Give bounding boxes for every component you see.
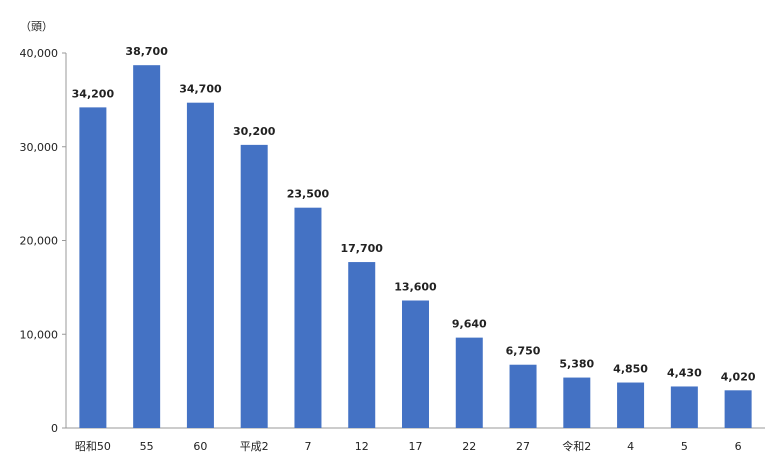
x-tick-label: 12 [355, 440, 369, 453]
data-labels-group: 34,200 38,700 34,700 30,200 23,500 17,700 13,6… [72, 45, 756, 383]
data-label: 4,020 [721, 370, 756, 383]
data-label: 38,700 [125, 45, 168, 58]
bar [509, 364, 537, 428]
data-label: 13,600 [394, 281, 437, 294]
x-tick-label: 6 [735, 440, 742, 453]
data-label: 4,430 [667, 366, 702, 379]
x-tick-label: 27 [516, 440, 530, 453]
y-axis-ticks: 0 10,000 20,000 30,000 40,000 [20, 47, 66, 435]
y-axis-unit-label: （頭） [20, 20, 53, 33]
x-tick-label: 17 [409, 440, 423, 453]
y-tick-label: 40,000 [20, 47, 59, 60]
data-label: 5,380 [559, 358, 594, 371]
x-tick-label: 5 [681, 440, 688, 453]
data-label: 23,500 [287, 188, 330, 201]
x-tick-label: 55 [140, 440, 154, 453]
bar [563, 377, 591, 428]
bar [240, 144, 268, 428]
bar [724, 390, 752, 428]
x-tick-label: 22 [462, 440, 476, 453]
y-tick-label: 20,000 [20, 235, 59, 248]
y-tick-label: 10,000 [20, 328, 59, 341]
bar [402, 300, 429, 428]
bars-group [79, 65, 752, 428]
bar [670, 386, 698, 428]
data-label: 34,700 [179, 83, 222, 96]
data-label: 4,850 [613, 363, 648, 376]
x-axis-ticks: 昭和50 55 60 平成2 7 12 17 22 27 令和2 4 5 6 [75, 439, 742, 453]
x-tick-label: 平成2 [240, 440, 269, 453]
bar [294, 207, 322, 428]
x-tick-label: 4 [627, 440, 634, 453]
x-tick-label: 昭和50 [75, 440, 111, 453]
x-tick-label: 令和2 [562, 439, 591, 453]
bar [133, 65, 161, 428]
y-tick-label: 30,000 [20, 141, 59, 154]
data-label: 6,750 [506, 345, 541, 358]
x-tick-label: 60 [193, 440, 207, 453]
bar [348, 262, 376, 428]
x-tick-label: 7 [304, 440, 311, 453]
data-label: 30,200 [233, 125, 276, 138]
data-label: 17,700 [341, 242, 384, 255]
bar [79, 107, 107, 428]
bar [455, 337, 483, 428]
bar [617, 382, 645, 428]
bar [186, 102, 214, 428]
data-label: 9,640 [452, 318, 487, 331]
y-tick-label: 0 [51, 422, 58, 435]
data-label: 34,200 [72, 87, 115, 100]
